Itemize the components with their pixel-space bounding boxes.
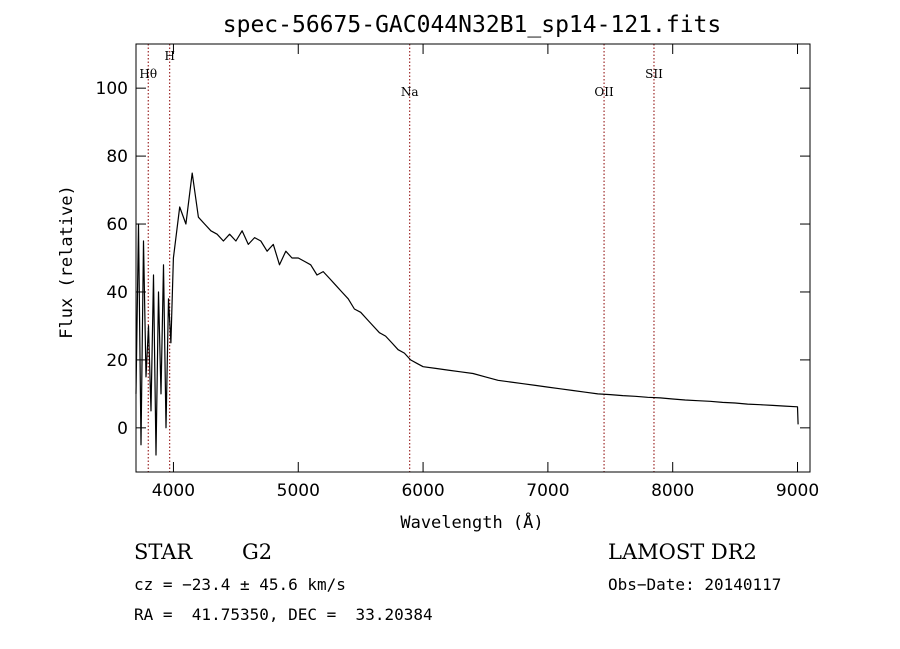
y-tick-label: 40 [106, 283, 128, 303]
spectrum-line [135, 172, 799, 456]
spectral-line-label: H [164, 49, 174, 63]
x-tick-label: 8000 [651, 481, 694, 501]
chart-title: spec-56675-GAC044N32B1_sp14-121.fits [223, 12, 722, 38]
y-tick-label: 60 [106, 215, 128, 235]
y-tick-label: 80 [106, 147, 128, 167]
object-subclass: G2 [242, 540, 273, 564]
x-tick-label: 9000 [776, 481, 819, 501]
x-tick-label: 4000 [152, 481, 195, 501]
survey-name: LAMOST DR2 [608, 540, 757, 564]
y-axis-label: Flux (relative) [57, 185, 77, 339]
spectral-line-label: Hθ [139, 67, 157, 81]
x-tick-label: 6000 [401, 481, 444, 501]
y-tick-label: 100 [96, 79, 128, 99]
spectral-line-label: OII [594, 85, 614, 99]
coordinates-text: RA = 41.75350, DEC = 33.20384 [134, 605, 433, 624]
y-tick-label: 0 [117, 419, 128, 439]
x-tick-label: 7000 [526, 481, 569, 501]
object-type: STAR [134, 540, 193, 564]
x-tick-label: 5000 [277, 481, 320, 501]
redshift-text: cz = −23.4 ± 45.6 km/s [134, 575, 346, 594]
x-axis-label: Wavelength (Å) [400, 511, 543, 533]
obs-date-text: Obs−Date: 20140117 [608, 575, 782, 594]
spectral-line-label: SII [645, 67, 663, 81]
plot-frame [135, 43, 811, 473]
spectral-line-label: Na [401, 85, 419, 99]
y-tick-label: 20 [106, 351, 128, 371]
